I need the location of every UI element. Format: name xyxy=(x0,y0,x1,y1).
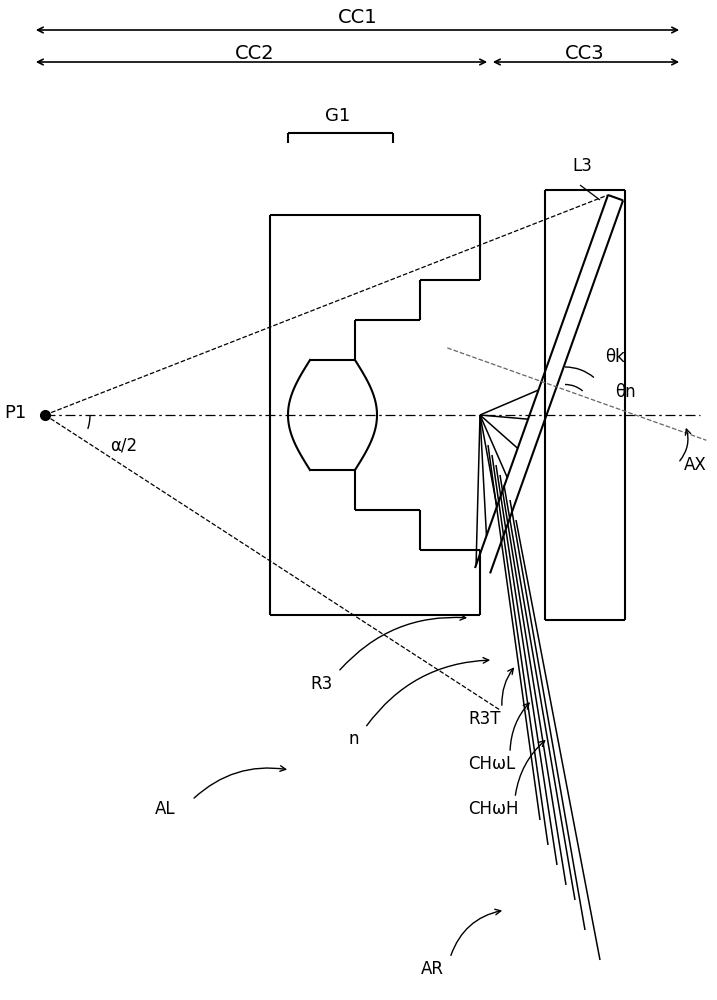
Text: R3T: R3T xyxy=(468,710,500,728)
Text: L3: L3 xyxy=(572,157,592,175)
Text: AX: AX xyxy=(683,456,706,474)
Text: G1: G1 xyxy=(326,107,351,125)
Text: CC2: CC2 xyxy=(235,44,275,63)
Text: CC1: CC1 xyxy=(338,8,378,27)
Text: θn: θn xyxy=(615,383,636,401)
Text: P1: P1 xyxy=(5,404,27,422)
Text: CC3: CC3 xyxy=(565,44,605,63)
Text: AL: AL xyxy=(155,800,176,818)
Text: R3: R3 xyxy=(310,675,332,693)
Text: θk: θk xyxy=(605,348,625,366)
Text: CHωL: CHωL xyxy=(468,755,516,773)
Text: α/2: α/2 xyxy=(110,437,137,455)
Text: n: n xyxy=(348,730,358,748)
Text: AR: AR xyxy=(420,960,444,978)
Text: CHωH: CHωH xyxy=(468,800,518,818)
